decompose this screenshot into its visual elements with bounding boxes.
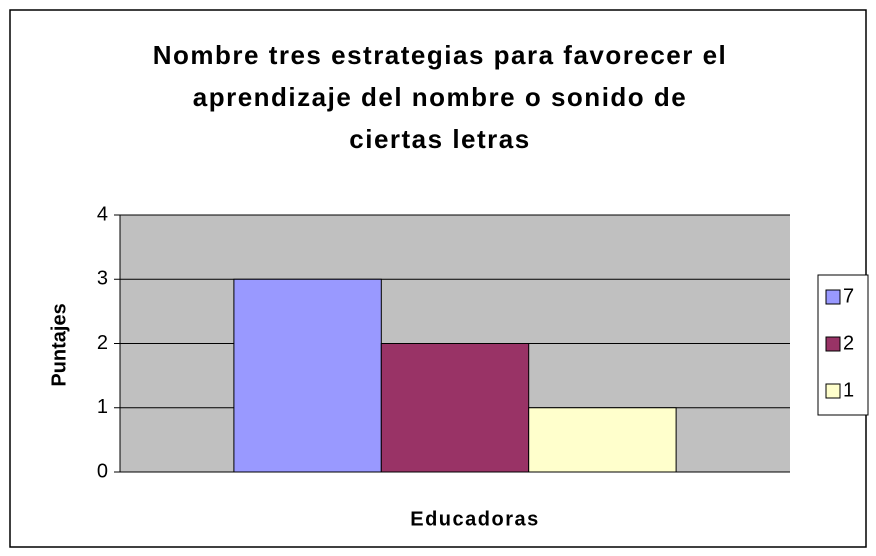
legend-label: 1 [843,379,854,401]
bar [528,407,677,473]
legend-swatch [825,336,841,352]
x-axis-label: Educadoras [410,508,539,530]
legend-label: 7 [843,285,854,307]
y-tick-label: 1 [97,396,108,418]
y-tick-label: 4 [97,203,108,225]
y-axis-label: Puntajes [48,303,70,386]
y-tick-label: 2 [97,332,108,354]
y-tick-label: 0 [97,460,108,482]
bar [380,343,530,473]
legend-swatch [825,289,841,305]
bar [233,278,382,473]
chart-title: Nombre tres estrategias para favorecer e… [152,40,728,154]
legend-label: 2 [843,332,854,354]
legend-swatch [825,383,841,399]
y-tick-label: 3 [97,268,108,290]
